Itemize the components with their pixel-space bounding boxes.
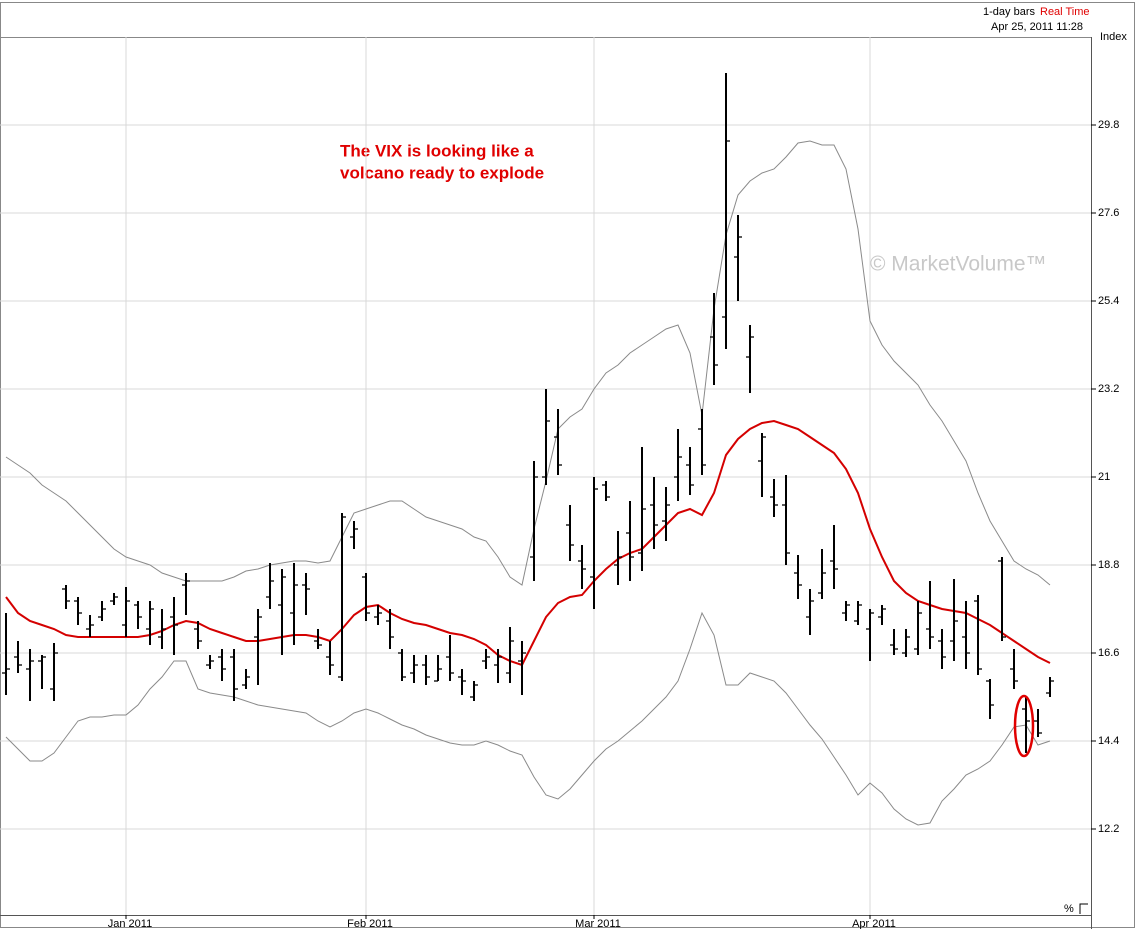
timestamp: Apr 25, 2011 11:28 xyxy=(991,21,1083,33)
x-tick-label: Feb 2011 xyxy=(347,918,393,929)
watermark: © MarketVolume™ xyxy=(870,253,1047,276)
corner-label: % xyxy=(1064,903,1074,915)
annotation-line: The VIX is looking like a xyxy=(340,141,534,160)
x-tick-label: Mar 2011 xyxy=(575,918,621,929)
bar-interval: 1-day bars xyxy=(983,6,1035,18)
y-axis-label: Index xyxy=(1100,31,1127,43)
y-tick-label: 18.8 xyxy=(1098,559,1119,571)
y-tick-label: 21 xyxy=(1098,471,1110,483)
corner-icon xyxy=(1079,903,1088,914)
y-tick-label: 16.6 xyxy=(1098,647,1119,659)
y-tick-label: 25.4 xyxy=(1098,295,1119,307)
y-tick-label: 23.2 xyxy=(1098,383,1119,395)
feed-label: Real Time xyxy=(1040,6,1090,18)
band-line xyxy=(5,140,1051,586)
plot: 12.2 14.4 16.6 18.8 21 23.2 25.4 27.6 29.8 Jan 20… xyxy=(0,37,1119,929)
x-tick-label: Jan 2011 xyxy=(108,918,152,929)
y-tick-label: 29.8 xyxy=(1098,119,1119,131)
band-line xyxy=(5,419,1051,667)
annotation-line: volcano ready to explode xyxy=(340,163,544,182)
y-tick-label: 12.2 xyxy=(1098,823,1119,835)
band-line xyxy=(5,611,1051,826)
x-tick-label: Apr 2011 xyxy=(852,918,896,929)
highlight-circle xyxy=(1013,694,1035,758)
y-tick-label: 14.4 xyxy=(1098,735,1119,747)
y-tick-label: 27.6 xyxy=(1098,207,1119,219)
